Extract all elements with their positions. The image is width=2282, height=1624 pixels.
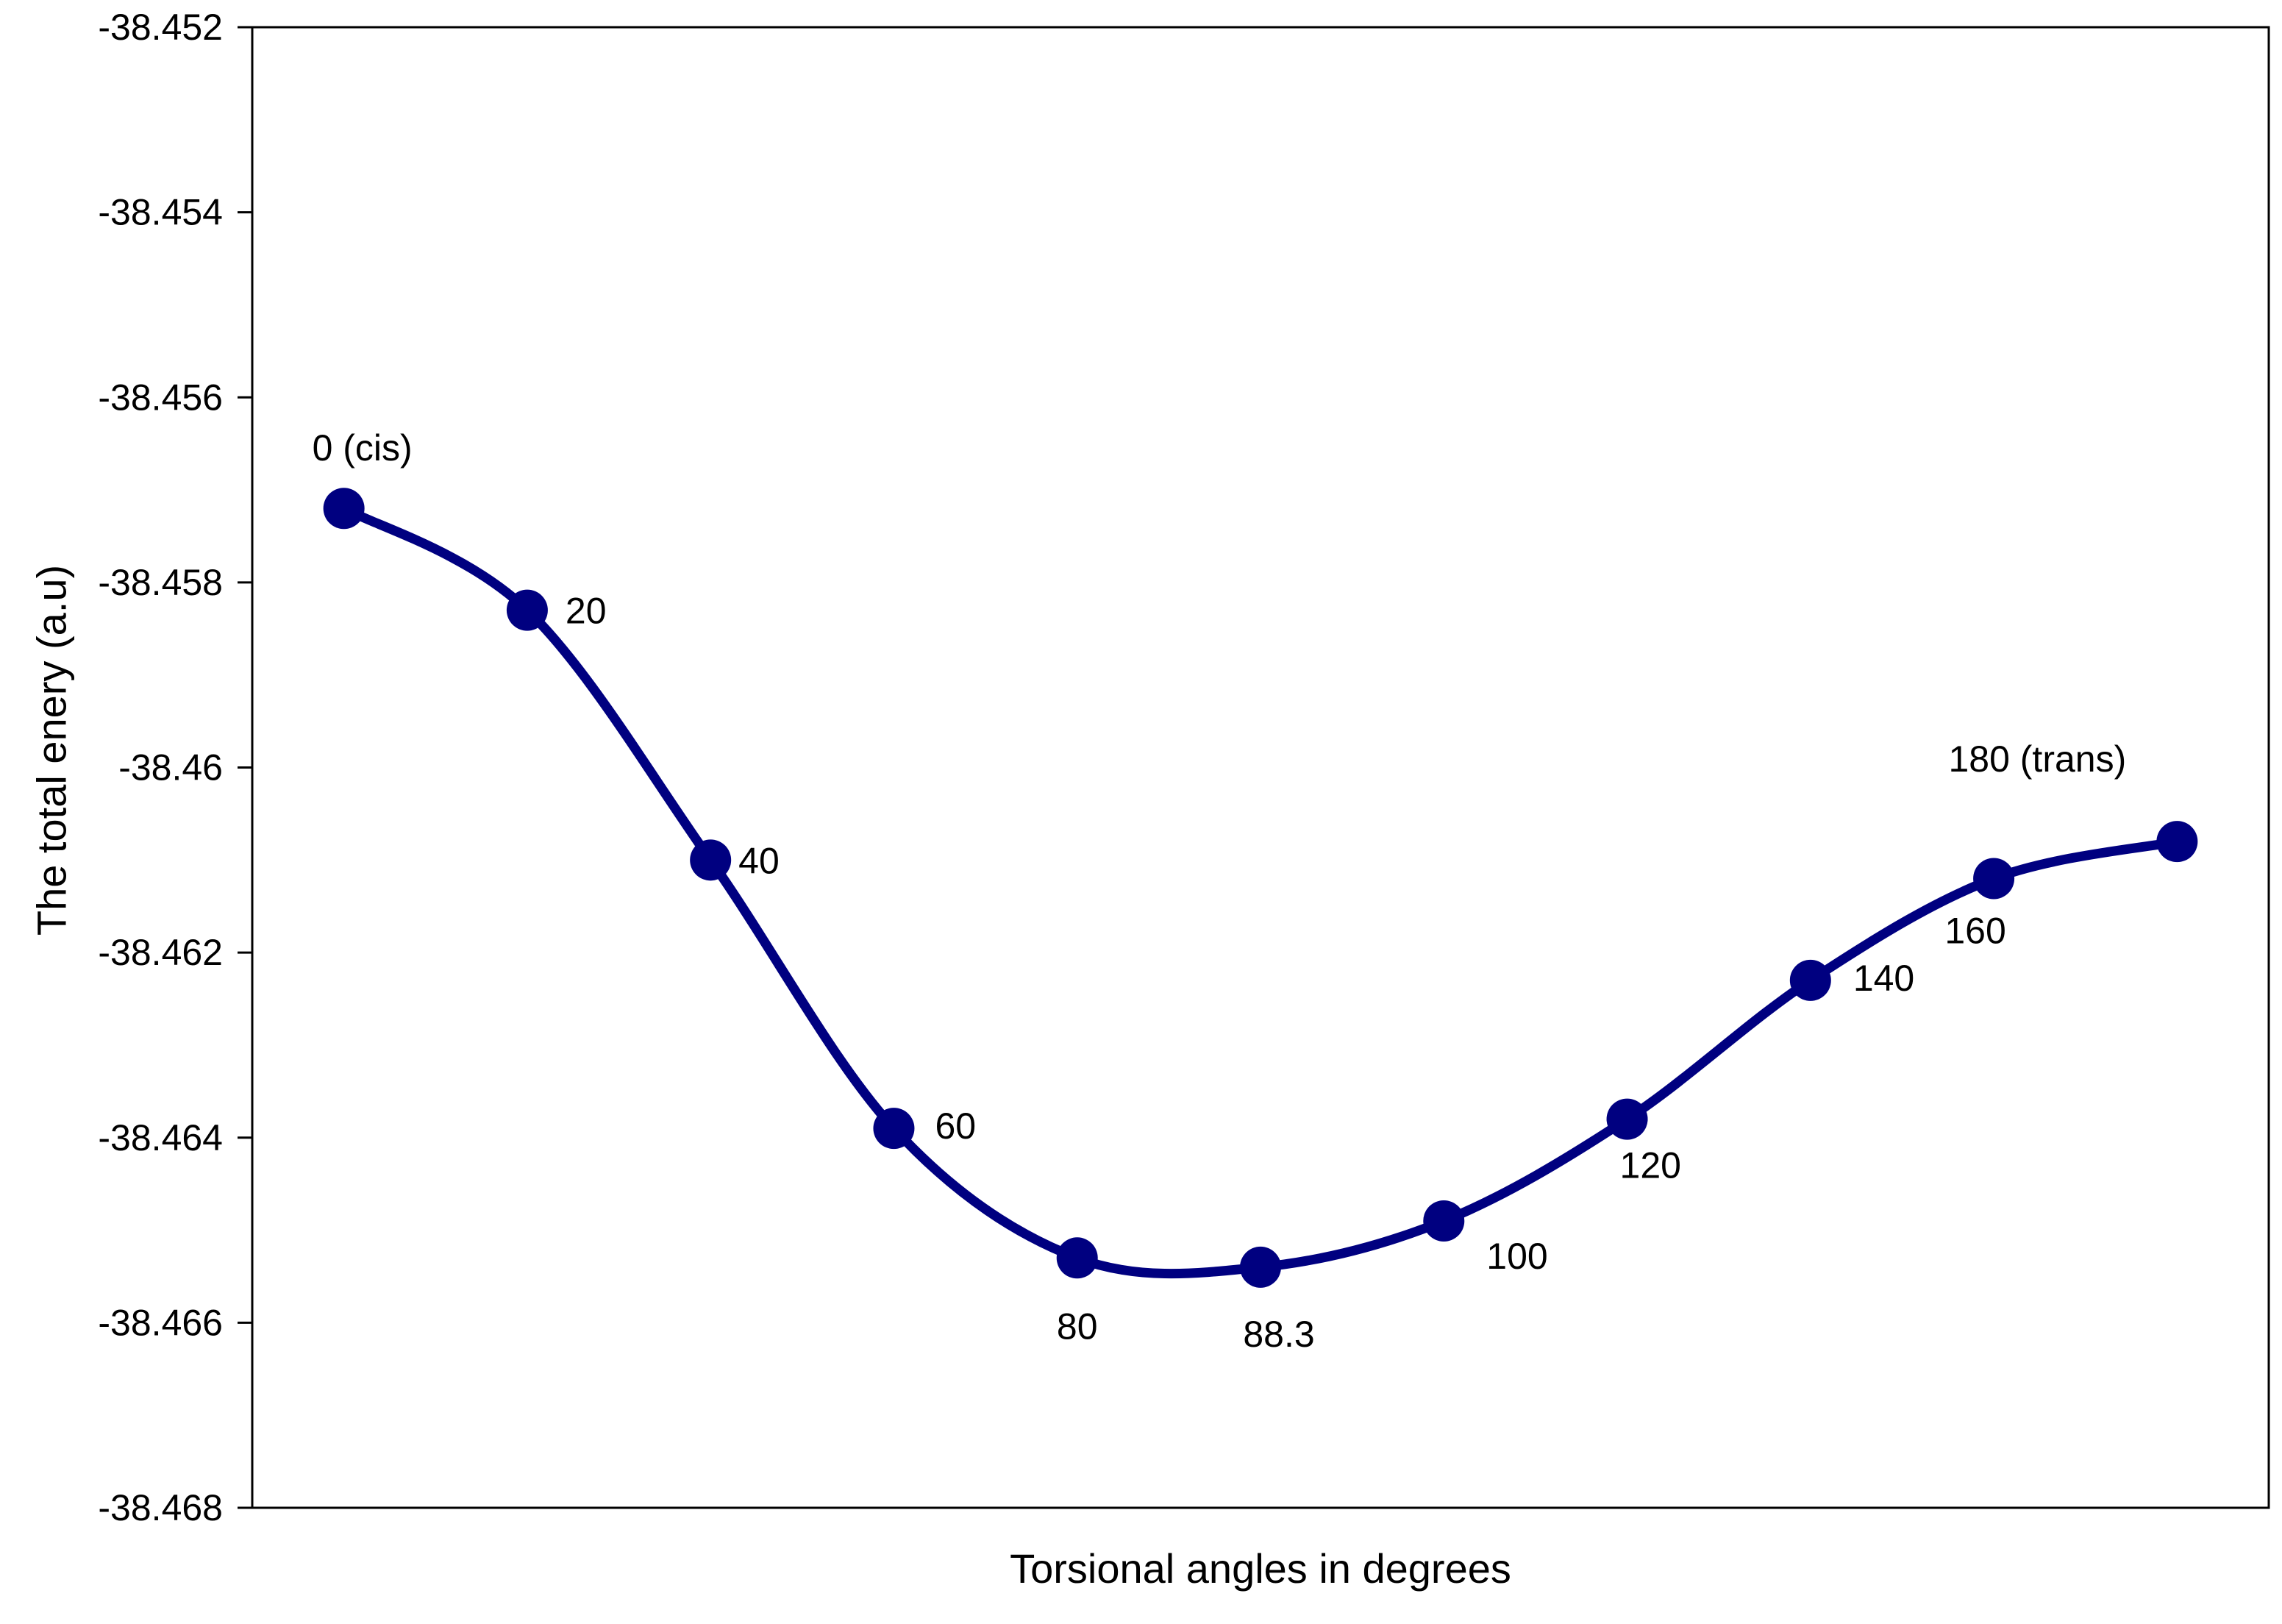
energy-curve: [339, 503, 2182, 1279]
point-label: 40: [738, 840, 780, 881]
data-point-marker: [323, 488, 365, 530]
y-tick-label: -38.458: [98, 562, 223, 603]
y-tick-label: -38.462: [98, 932, 223, 973]
data-point-marker: [2156, 821, 2198, 863]
y-axis-title: The total enery (a.u): [28, 564, 75, 936]
y-tick-label: -38.456: [98, 377, 223, 418]
point-label: 88.3: [1243, 1314, 1314, 1355]
data-point-marker: [1789, 959, 1831, 1001]
point-label: 20: [566, 591, 607, 632]
point-label: 80: [1057, 1306, 1098, 1347]
y-tick-label: -38.46: [118, 747, 223, 788]
data-point-marker: [1606, 1098, 1648, 1140]
data-point-marker: [1423, 1200, 1465, 1242]
point-label: 160: [1944, 910, 2005, 951]
point-label: 120: [1620, 1145, 1681, 1186]
y-tick-label: -38.452: [98, 7, 223, 48]
data-point-marker: [1240, 1246, 1281, 1288]
y-tick-label: -38.454: [98, 192, 223, 233]
data-point-marker: [873, 1108, 915, 1150]
y-tick-label: -38.468: [98, 1487, 223, 1528]
data-point-marker: [506, 589, 548, 631]
y-tick-label: -38.464: [98, 1117, 223, 1158]
point-label: 180 (trans): [1948, 738, 2126, 780]
data-point-marker: [690, 839, 732, 881]
point-label: 100: [1486, 1236, 1547, 1277]
x-axis-title: Torsional angles in degrees: [1010, 1545, 1511, 1592]
point-label: 60: [935, 1105, 976, 1147]
point-label: 140: [1853, 958, 1914, 999]
point-label: 0 (cis): [313, 427, 413, 469]
y-tick-label: -38.466: [98, 1302, 223, 1343]
data-point-marker: [1973, 858, 2015, 900]
data-point-marker: [1056, 1237, 1098, 1279]
